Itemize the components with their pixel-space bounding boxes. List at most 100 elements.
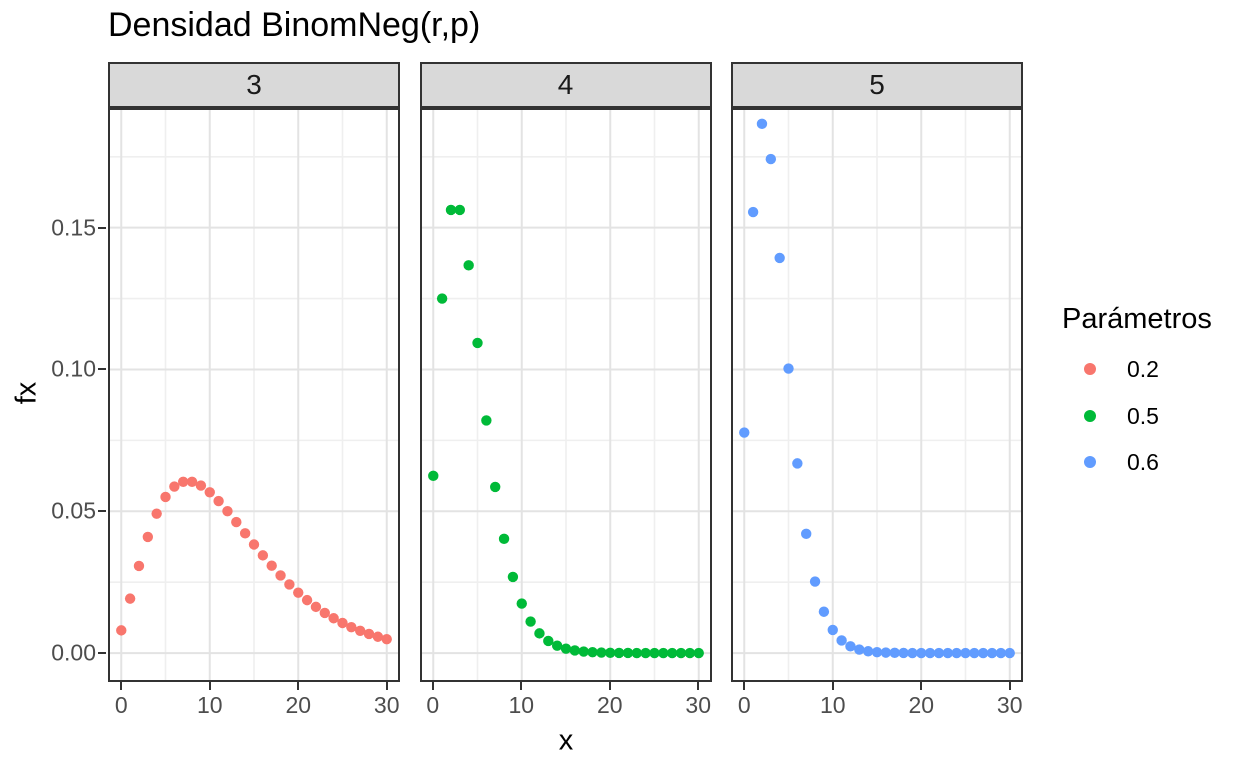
data-point <box>809 576 821 587</box>
data-point <box>372 631 384 642</box>
x-axis-tick <box>120 682 123 690</box>
data-point <box>363 628 375 640</box>
x-tick-label: 20 <box>596 692 623 718</box>
data-point <box>124 593 136 604</box>
x-tick-label: 10 <box>196 692 223 718</box>
data-point <box>969 647 980 659</box>
data-point <box>747 206 759 218</box>
legend-key-dot-icon <box>1084 363 1096 375</box>
x-axis-tick <box>743 682 746 690</box>
data-point <box>231 516 242 528</box>
facet-strip-3: 3 <box>108 62 400 108</box>
legend-key-label: 0.5 <box>1127 402 1159 429</box>
plot-title: Densidad BinomNeg(r,p) <box>108 6 481 44</box>
x-tick-label: 10 <box>819 692 846 718</box>
data-point <box>880 647 892 658</box>
data-point <box>631 647 642 659</box>
x-axis-tick <box>297 682 300 690</box>
x-axis-tick <box>920 682 923 690</box>
x-axis-tick <box>697 682 700 690</box>
data-point <box>845 641 856 652</box>
data-point <box>257 550 269 561</box>
data-point <box>346 621 357 633</box>
data-point <box>818 606 830 617</box>
data-point <box>222 505 233 517</box>
x-tick-label: 30 <box>996 692 1023 718</box>
y-axis-tick <box>98 652 106 655</box>
x-tick-label: 0 <box>114 692 128 718</box>
data-point <box>186 476 198 487</box>
y-tick-label: 0.10 <box>51 355 96 382</box>
legend-title: Parámetros <box>1062 303 1212 335</box>
data-point <box>160 491 171 503</box>
data-point <box>480 415 492 426</box>
data-point <box>178 476 189 487</box>
legend: Parámetros 0.2 0.5 0.6 <box>1062 303 1248 475</box>
y-tick-label: 0.00 <box>51 639 96 666</box>
y-axis-title: fx <box>10 381 43 405</box>
y-axis-tick <box>98 226 106 229</box>
data-point <box>310 601 322 613</box>
data-point <box>489 481 500 493</box>
data-point <box>498 533 509 545</box>
data-point <box>604 647 615 658</box>
x-tick-label: 20 <box>285 692 312 718</box>
data-point <box>328 613 339 624</box>
data-point <box>542 635 554 647</box>
data-point <box>693 647 704 659</box>
facet-strip-label: 4 <box>557 69 574 100</box>
facet-strip-5: 5 <box>731 62 1023 108</box>
data-point <box>239 528 251 539</box>
data-point <box>1004 647 1015 659</box>
data-point <box>462 260 474 271</box>
y-axis-tick <box>98 368 106 371</box>
panel-border <box>731 108 1023 682</box>
legend-key-dot-icon <box>1084 456 1096 468</box>
data-point <box>142 531 154 543</box>
facet-strip-4: 4 <box>419 62 712 108</box>
data-point <box>560 643 571 654</box>
data-point <box>516 598 527 609</box>
data-point <box>533 628 545 639</box>
y-tick-label: 0.05 <box>51 497 96 524</box>
data-point <box>116 625 127 636</box>
data-point <box>942 647 953 659</box>
data-point <box>445 204 456 216</box>
data-point <box>995 647 1007 659</box>
data-point <box>792 458 803 469</box>
data-point <box>569 645 580 656</box>
data-point <box>381 633 392 645</box>
facet-strip-label: 3 <box>246 69 262 100</box>
data-point <box>195 480 207 491</box>
data-point <box>266 560 277 571</box>
data-point <box>854 644 865 655</box>
data-point <box>801 528 812 540</box>
data-point <box>783 363 794 374</box>
data-point <box>169 481 180 492</box>
data-point <box>657 647 669 659</box>
data-point <box>916 647 927 659</box>
data-point <box>595 647 607 658</box>
data-point <box>898 647 909 659</box>
data-point <box>977 647 989 659</box>
data-point <box>648 647 660 659</box>
data-point <box>133 560 145 572</box>
x-axis-tick <box>431 682 434 690</box>
data-point <box>862 646 874 657</box>
facet-panel-4 <box>419 108 712 682</box>
facet-strip-label: 5 <box>869 69 885 100</box>
x-axis-tick <box>1008 682 1011 690</box>
panel-border <box>419 108 712 682</box>
x-axis-title: x <box>558 724 574 757</box>
data-point <box>284 579 295 590</box>
data-point <box>248 539 260 550</box>
data-point <box>319 607 330 619</box>
data-point <box>933 647 945 659</box>
x-axis-tick <box>831 682 834 690</box>
data-point <box>586 646 598 658</box>
data-point <box>613 647 624 659</box>
panel-border <box>108 108 400 682</box>
x-axis-tick <box>520 682 523 690</box>
legend-item: 0.2 <box>1062 356 1159 382</box>
